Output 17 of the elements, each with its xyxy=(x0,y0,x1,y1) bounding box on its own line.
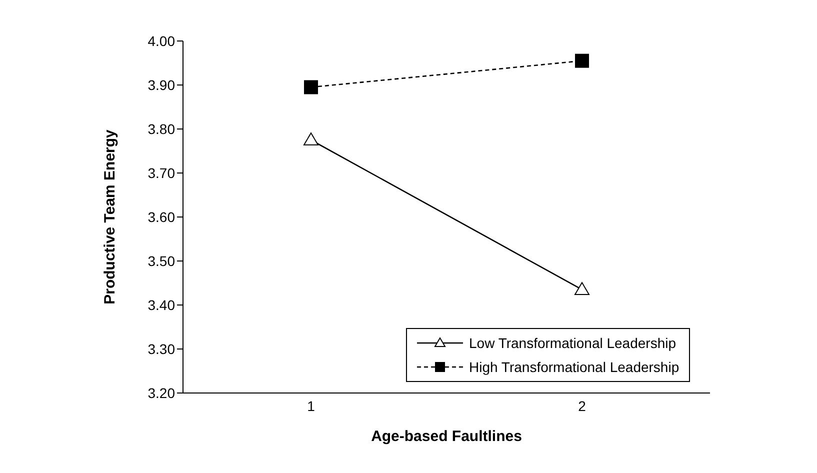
y-tick-label: 4.00 xyxy=(148,32,176,49)
y-tick-label: 3.30 xyxy=(148,340,176,357)
y-tick-label: 3.40 xyxy=(148,296,176,313)
y-tick-label: 3.60 xyxy=(148,208,176,225)
y-tick-label: 3.50 xyxy=(148,252,176,269)
x-tick-label: 2 xyxy=(578,398,586,414)
x-axis-title: Age-based Faultlines xyxy=(371,428,522,445)
y-tick-label: 3.80 xyxy=(148,120,176,137)
legend-label: Low Transformational Leadership xyxy=(469,335,676,351)
y-tick-label: 3.90 xyxy=(148,76,176,93)
y-tick-label: 3.20 xyxy=(148,384,176,401)
legend-label: High Transformational Leadership xyxy=(469,359,680,375)
y-tick-label: 3.70 xyxy=(148,164,176,181)
y-axis-title: Productive Team Energy xyxy=(101,128,118,304)
x-tick-label: 1 xyxy=(307,398,316,414)
point xyxy=(304,80,318,94)
point xyxy=(575,54,589,68)
